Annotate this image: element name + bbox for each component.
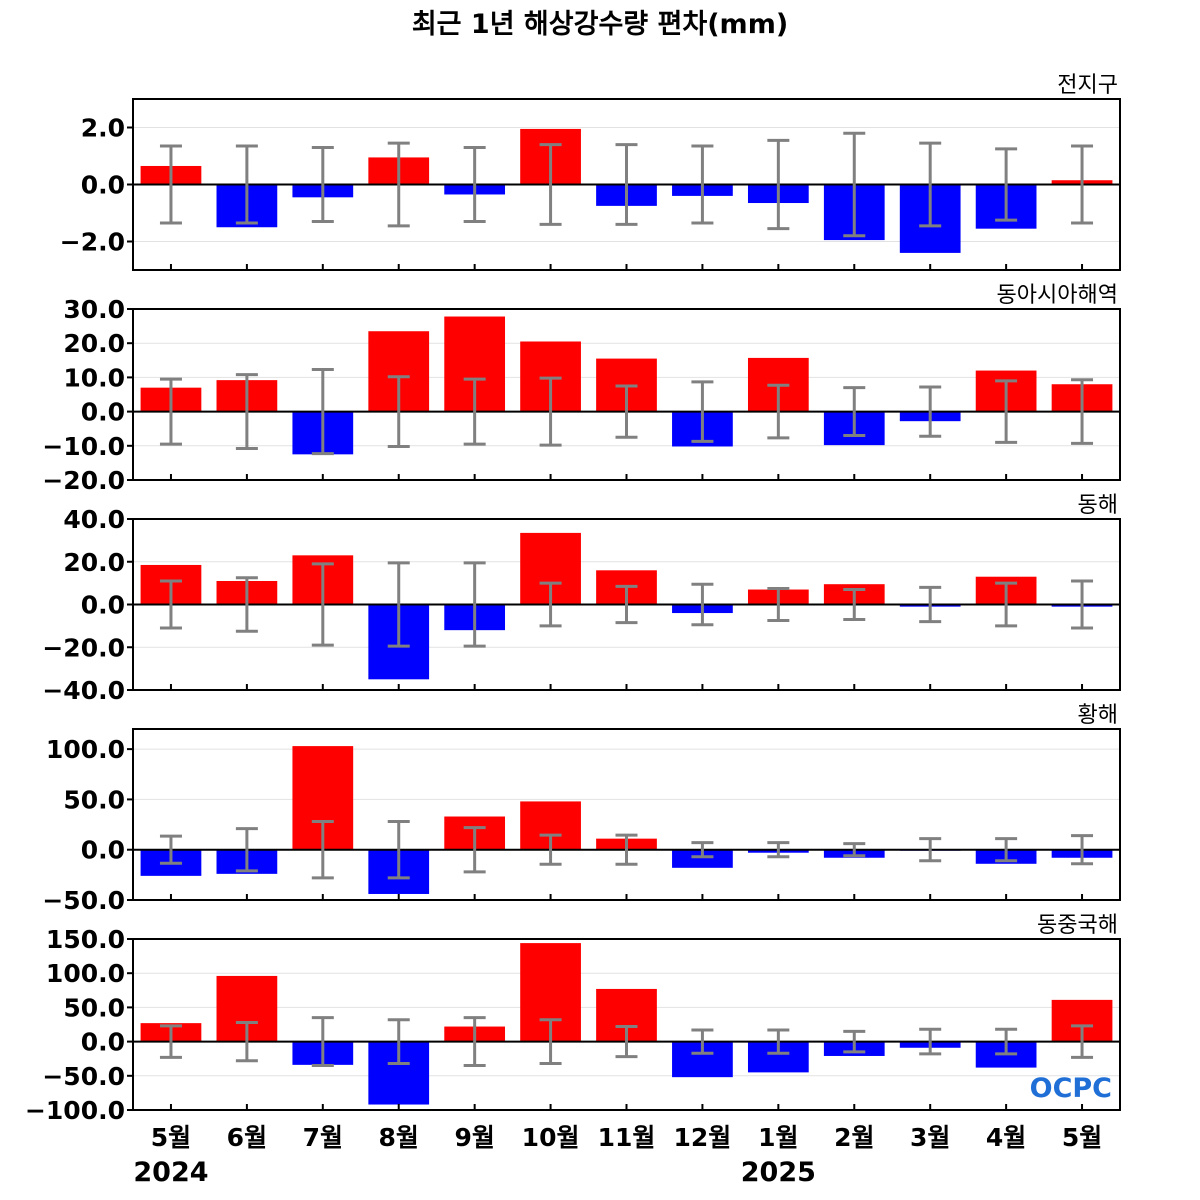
panel-label: 황해 [1078,703,1118,728]
panel-label: 전지구 [1057,73,1118,98]
y-tick-label: 50.0 [63,785,125,814]
x-tick-label: 6월 [227,1123,267,1152]
x-tick-label: 2월 [834,1123,874,1152]
x-tick-label: 5월 [151,1123,191,1152]
panel: −20.0 −10.0 0.0 10.0 20.0 30.0 동아시아해역 [42,283,1121,495]
year-label: 2024 [133,1157,208,1188]
panel-label: 동해 [1078,493,1118,518]
panel-label: 동중국해 [1037,913,1118,938]
y-tick-label: 40.0 [63,505,125,534]
y-tick-label: 100.0 [46,735,125,764]
y-tick-label: 100.0 [46,959,125,988]
y-tick-label: −2.0 [60,228,125,257]
y-tick-label: −40.0 [42,676,125,705]
panel: −50.0 0.0 50.0 100.0 황해 [42,703,1121,915]
x-tick-label: 1월 [758,1123,798,1152]
panel: −100.0 −50.0 0.0 50.0 100.0 150.0 동중국해 [25,913,1121,1125]
y-tick-label: 0.0 [81,1028,125,1057]
y-tick-label: 20.0 [63,329,125,358]
x-tick-label: 8월 [379,1123,419,1152]
x-tick-label: 3월 [910,1123,950,1152]
x-axis: 5월 6월 7월 8월 9월 10월 11월 12월 1월 2월 3월 4월 5월 2024 2025 [133,1123,1102,1188]
y-tick-label: −20.0 [42,466,125,495]
y-tick-label: 150.0 [46,925,125,954]
panel-label: 동아시아해역 [997,283,1118,308]
y-tick-label: 10.0 [63,363,125,392]
x-tick-label: 10월 [522,1123,580,1152]
x-tick-label: 5월 [1062,1123,1102,1152]
y-tick-label: 0.0 [81,171,125,200]
y-tick-label: 0.0 [81,836,125,865]
panels: −2.0 0.0 2.0 전지구 −20.0 −10.0 0.0 10.0 20.0 30.0 동아… [25,73,1121,1125]
chart-title: 최근 1년 해상강수량 편차(mm) [412,9,788,40]
x-tick-label: 9월 [454,1123,494,1152]
y-tick-label: 2.0 [81,114,125,143]
y-tick-label: −50.0 [42,1062,125,1091]
y-tick-label: −100.0 [25,1096,125,1125]
y-tick-label: −20.0 [42,633,125,662]
y-tick-label: 50.0 [63,993,125,1022]
x-tick-label: 4월 [986,1123,1026,1152]
x-tick-label: 11월 [598,1123,656,1152]
y-tick-label: 20.0 [63,548,125,577]
y-tick-label: 0.0 [81,591,125,620]
x-tick-label: 7월 [303,1123,343,1152]
panel: −2.0 0.0 2.0 전지구 [60,73,1121,271]
panel: −40.0 −20.0 0.0 20.0 40.0 동해 [42,493,1121,705]
ocpc-logo: OCPC [1030,1073,1112,1104]
bar [672,849,733,868]
logo-text: OCPC [1030,1073,1112,1104]
y-tick-label: −50.0 [42,886,125,915]
y-tick-label: 30.0 [63,295,125,324]
year-label: 2025 [741,1157,816,1188]
y-tick-label: −10.0 [42,432,125,461]
y-tick-label: 0.0 [81,398,125,427]
x-tick-label: 12월 [674,1123,732,1152]
